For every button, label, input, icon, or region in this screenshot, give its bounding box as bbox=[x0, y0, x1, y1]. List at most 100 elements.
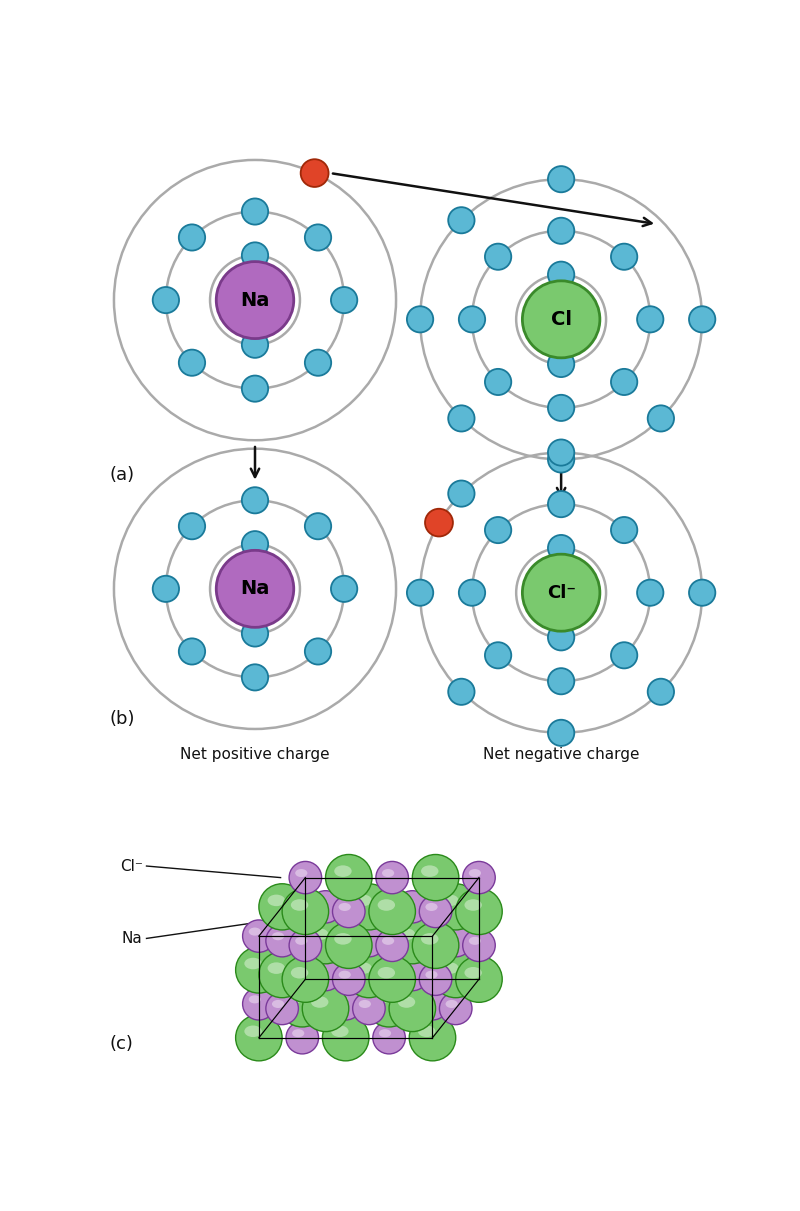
Ellipse shape bbox=[378, 900, 395, 911]
Ellipse shape bbox=[465, 968, 482, 978]
Circle shape bbox=[407, 306, 434, 333]
Circle shape bbox=[407, 580, 434, 606]
Ellipse shape bbox=[335, 928, 348, 936]
Circle shape bbox=[279, 913, 326, 959]
Circle shape bbox=[396, 958, 429, 991]
Ellipse shape bbox=[379, 962, 391, 970]
Circle shape bbox=[439, 924, 472, 957]
Circle shape bbox=[322, 1015, 369, 1061]
Circle shape bbox=[242, 988, 275, 1020]
Circle shape bbox=[179, 224, 205, 251]
Ellipse shape bbox=[378, 968, 395, 978]
Ellipse shape bbox=[295, 937, 307, 945]
Circle shape bbox=[389, 918, 435, 964]
Circle shape bbox=[242, 242, 268, 269]
Circle shape bbox=[689, 580, 715, 606]
Circle shape bbox=[282, 957, 329, 1003]
Circle shape bbox=[548, 440, 574, 466]
Ellipse shape bbox=[354, 963, 372, 974]
Ellipse shape bbox=[418, 958, 435, 969]
Ellipse shape bbox=[272, 1000, 284, 1008]
Circle shape bbox=[179, 638, 205, 665]
Circle shape bbox=[282, 889, 329, 935]
Circle shape bbox=[433, 952, 479, 998]
Circle shape bbox=[310, 958, 342, 991]
Circle shape bbox=[302, 918, 349, 964]
Ellipse shape bbox=[469, 869, 481, 877]
Circle shape bbox=[611, 243, 638, 270]
Ellipse shape bbox=[422, 928, 434, 936]
Circle shape bbox=[373, 1022, 406, 1054]
Circle shape bbox=[416, 920, 449, 952]
Ellipse shape bbox=[244, 958, 262, 969]
Circle shape bbox=[637, 306, 663, 333]
Ellipse shape bbox=[358, 932, 371, 940]
Circle shape bbox=[305, 638, 331, 665]
Ellipse shape bbox=[402, 966, 414, 974]
Ellipse shape bbox=[249, 995, 261, 1004]
Ellipse shape bbox=[291, 900, 308, 911]
Ellipse shape bbox=[465, 900, 482, 911]
Circle shape bbox=[522, 281, 600, 357]
Ellipse shape bbox=[334, 866, 352, 877]
Circle shape bbox=[548, 535, 574, 561]
Circle shape bbox=[419, 963, 452, 995]
Ellipse shape bbox=[421, 934, 438, 945]
Text: Cl: Cl bbox=[550, 310, 572, 329]
Circle shape bbox=[286, 954, 318, 986]
Circle shape bbox=[637, 580, 663, 606]
Circle shape bbox=[179, 350, 205, 375]
Circle shape bbox=[459, 306, 485, 333]
Circle shape bbox=[522, 555, 600, 631]
Circle shape bbox=[266, 992, 298, 1025]
Circle shape bbox=[459, 580, 485, 606]
Circle shape bbox=[448, 678, 474, 705]
Text: Na: Na bbox=[240, 579, 270, 598]
Circle shape bbox=[322, 947, 369, 993]
Text: (a): (a) bbox=[110, 466, 134, 483]
Text: (b): (b) bbox=[110, 710, 134, 728]
Circle shape bbox=[302, 986, 349, 1032]
Circle shape bbox=[333, 963, 365, 995]
Circle shape bbox=[353, 992, 385, 1025]
Ellipse shape bbox=[295, 869, 307, 877]
Circle shape bbox=[416, 988, 449, 1020]
Text: Cl⁻: Cl⁻ bbox=[120, 859, 142, 873]
Circle shape bbox=[153, 287, 179, 314]
Circle shape bbox=[216, 550, 294, 627]
Circle shape bbox=[286, 1022, 318, 1054]
Ellipse shape bbox=[338, 903, 351, 911]
Circle shape bbox=[548, 668, 574, 694]
Ellipse shape bbox=[244, 1026, 262, 1037]
Ellipse shape bbox=[272, 932, 284, 940]
Circle shape bbox=[412, 855, 459, 901]
Circle shape bbox=[346, 952, 392, 998]
Circle shape bbox=[485, 642, 511, 668]
Circle shape bbox=[548, 262, 574, 288]
Ellipse shape bbox=[288, 924, 305, 935]
Ellipse shape bbox=[358, 1000, 371, 1008]
Circle shape bbox=[242, 332, 268, 357]
Ellipse shape bbox=[398, 929, 415, 940]
Ellipse shape bbox=[311, 929, 329, 940]
Ellipse shape bbox=[249, 928, 261, 936]
Circle shape bbox=[333, 895, 365, 928]
Ellipse shape bbox=[418, 1026, 435, 1037]
Circle shape bbox=[216, 262, 294, 339]
Circle shape bbox=[648, 406, 674, 431]
Ellipse shape bbox=[374, 992, 392, 1003]
Circle shape bbox=[389, 986, 435, 1032]
Circle shape bbox=[611, 517, 638, 544]
Ellipse shape bbox=[288, 992, 305, 1003]
Circle shape bbox=[366, 913, 412, 959]
Ellipse shape bbox=[267, 895, 285, 906]
Circle shape bbox=[548, 166, 574, 193]
Circle shape bbox=[242, 487, 268, 513]
Circle shape bbox=[331, 575, 358, 602]
Circle shape bbox=[330, 920, 362, 952]
Circle shape bbox=[301, 159, 329, 186]
Circle shape bbox=[548, 351, 574, 377]
Ellipse shape bbox=[315, 966, 327, 974]
Text: (c): (c) bbox=[110, 1035, 133, 1054]
Ellipse shape bbox=[426, 971, 438, 978]
